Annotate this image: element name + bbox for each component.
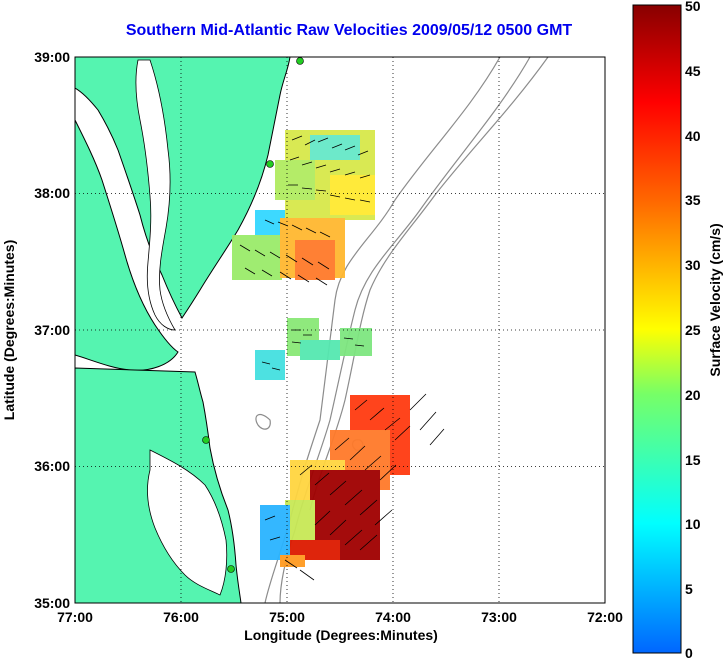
colorbar-tick-label: 0 [685, 645, 693, 659]
x-tick-label: 75:00 [269, 609, 305, 625]
x-tick-label: 72:00 [587, 609, 623, 625]
colorbar-tick-label: 20 [685, 387, 701, 403]
station-marker [202, 436, 210, 444]
y-axis: 39:00 38:00 37:00 36:00 35:00 Latitude (… [1, 49, 70, 611]
colorbar-tick-label: 35 [685, 192, 701, 208]
colorbar-gradient [632, 4, 682, 654]
x-tick-label: 74:00 [375, 609, 411, 625]
colorbar-tick-label: 40 [685, 128, 701, 144]
map-title: Southern Mid-Atlantic Raw Velocities 200… [125, 22, 573, 39]
colorbar-tick-label: 25 [685, 322, 701, 338]
y-tick-label: 36:00 [34, 458, 70, 474]
colorbar-tick-label: 10 [685, 516, 701, 532]
colorbar-tick-label: 30 [685, 257, 701, 273]
pamlico-sound [147, 449, 228, 596]
x-tick-label: 73:00 [481, 609, 517, 625]
y-tick-label: 35:00 [34, 595, 70, 611]
delmarva-eastern-shore [75, 57, 291, 319]
station-marker [296, 57, 304, 65]
y-axis-label: Latitude (Degrees:Minutes) [1, 240, 17, 420]
x-axis-label: Longitude (Degrees:Minutes) [244, 627, 438, 643]
radar-stations [202, 57, 304, 573]
colorbar-tick-label: 15 [685, 452, 701, 468]
colorbar-tick-label: 50 [685, 0, 701, 14]
station-marker [227, 565, 235, 573]
velocity-vectors [239, 135, 445, 581]
colorbar: 50 45 40 35 30 25 20 15 10 5 0 Surface V… [632, 0, 723, 659]
y-tick-label: 38:00 [34, 185, 70, 201]
y-tick-label: 37:00 [34, 322, 70, 338]
colorbar-tick-label: 5 [685, 581, 693, 597]
x-tick-label: 76:00 [163, 609, 199, 625]
colorbar-tick-label: 45 [685, 63, 701, 79]
colorbar-label: Surface Velocity (cm/s) [707, 223, 723, 376]
velocity-fields [232, 130, 410, 567]
y-tick-label: 39:00 [34, 49, 70, 65]
plot-frame [74, 56, 606, 604]
grid-lines [75, 57, 605, 603]
x-axis: 77:00 76:00 75:00 74:00 73:00 72:00 Long… [57, 609, 623, 643]
x-tick-label: 77:00 [57, 609, 93, 625]
station-marker [266, 160, 274, 168]
chesapeake-bay [135, 59, 176, 331]
